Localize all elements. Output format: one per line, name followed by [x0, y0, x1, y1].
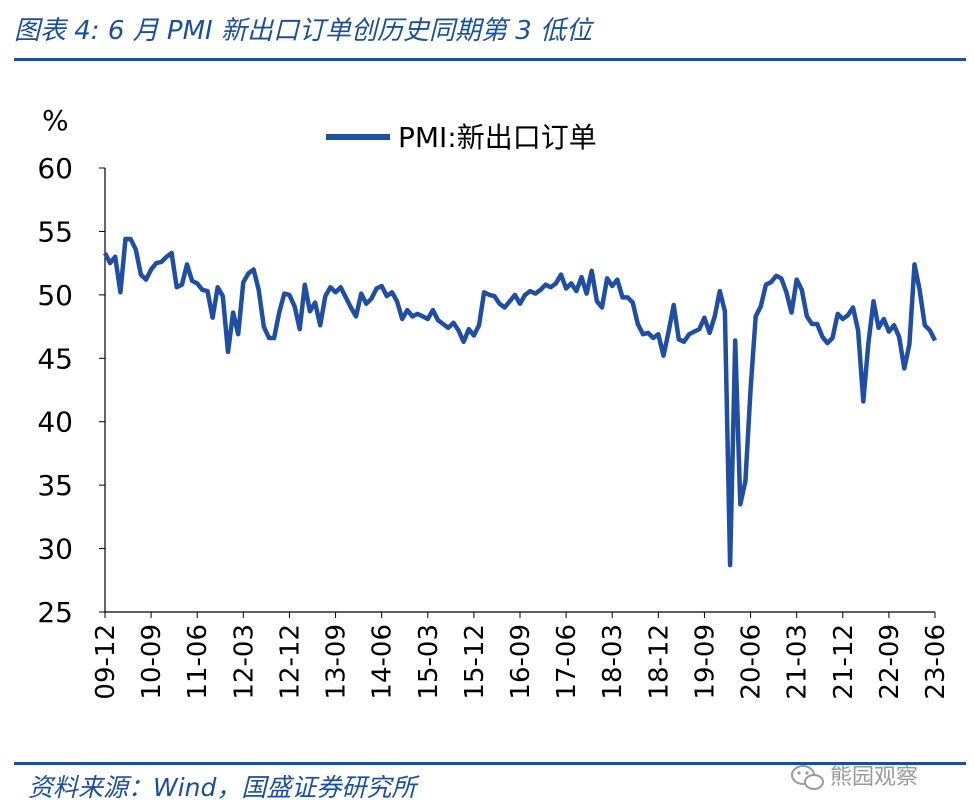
x-tick-label: 13-09: [322, 624, 352, 700]
x-tick-label: 09-12: [91, 624, 121, 700]
y-tick-label: 55: [37, 215, 73, 248]
x-tick-label: 21-12: [829, 624, 859, 700]
x-tick-label: 16-09: [506, 624, 536, 700]
title-divider: [14, 58, 966, 61]
x-tick-label: 15-12: [460, 624, 490, 700]
watermark-text: 熊园观察: [830, 765, 919, 790]
x-tick-label: 17-06: [552, 624, 582, 700]
x-tick-label: 18-12: [644, 624, 674, 700]
series-line: [102, 236, 938, 568]
y-tick-label: 40: [37, 406, 73, 439]
x-tick-label: 23-06: [921, 624, 951, 700]
x-tick-label: 12-03: [229, 624, 259, 700]
y-tick-label: 60: [37, 152, 73, 185]
y-axis-label: %: [42, 104, 69, 137]
x-tick-label: 12-12: [275, 624, 305, 700]
y-tick-label: 50: [37, 279, 73, 312]
watermark: 熊园观察: [790, 753, 960, 797]
x-tick-label: 21-03: [783, 624, 813, 700]
x-tick-label: 18-03: [598, 624, 628, 700]
x-tick-label: 14-06: [368, 624, 398, 700]
wechat-icon: [791, 765, 824, 790]
chart-title: 图表 4: 6 月 PMI 新出口订单创历史同期第 3 低位: [14, 16, 593, 46]
footer-divider: [14, 762, 966, 765]
source-note: 资料来源：Wind，国盛证券研究所: [28, 773, 417, 802]
pmi-line-chart: 60 55 50 45 40 35 30 25% 09-12 10-09 11-06 12-03 12-…: [37, 104, 951, 700]
y-tick-label: 45: [37, 342, 73, 375]
x-tick-label: 20-06: [737, 624, 767, 700]
x-tick-label: 10-09: [137, 624, 167, 700]
x-tick-label: 11-06: [183, 624, 213, 700]
y-tick-label: 35: [37, 469, 73, 502]
y-tick-label: 25: [37, 596, 73, 629]
x-tick-label: 22-09: [875, 624, 905, 700]
x-tick-label: 15-03: [414, 624, 444, 700]
x-tick-label: 19-09: [690, 624, 720, 700]
y-tick-label: 30: [37, 533, 73, 566]
legend-label: PMI:新出口订单: [398, 121, 597, 154]
